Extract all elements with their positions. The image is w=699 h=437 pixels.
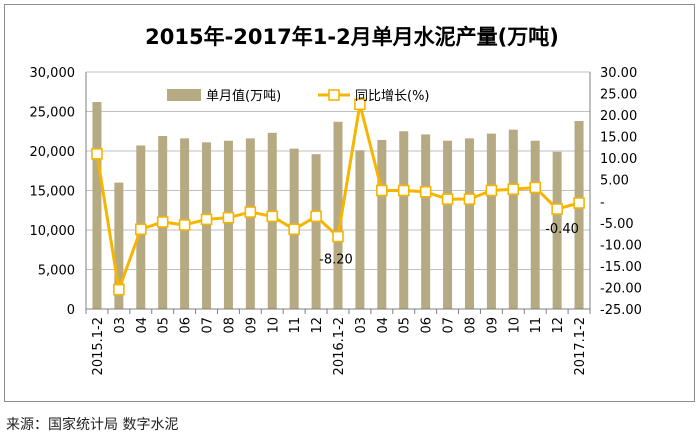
x-tick-label: 03: [354, 317, 369, 334]
bar: [92, 102, 102, 310]
x-tick-label: 10: [266, 317, 281, 334]
bar: [421, 134, 431, 309]
x-tick-label: 12: [310, 317, 325, 334]
bar: [377, 139, 387, 309]
growth-point: [551, 203, 563, 215]
y-left-tick-label: 10,000: [30, 224, 76, 239]
x-tick-label: 05: [157, 317, 172, 334]
source-note: 来源：国家统计局 数字水泥: [6, 414, 178, 434]
x-tick-label: 2016.1-2: [332, 317, 347, 375]
bar: [508, 129, 518, 309]
x-tick-label: 03: [113, 317, 128, 334]
growth-point: [244, 206, 257, 218]
growth-point: [222, 211, 235, 224]
growth-point: [332, 230, 344, 243]
growth-point: [419, 185, 432, 198]
bar: [245, 138, 255, 309]
bar: [574, 120, 584, 309]
x-tick-label: 2015.1-2: [91, 317, 106, 375]
x-tick-label: 2017.1-2: [573, 317, 588, 375]
growth-point: [397, 184, 410, 197]
growth-point: [266, 210, 279, 223]
bar: [464, 138, 474, 309]
bar: [552, 151, 562, 309]
growth-point: [485, 184, 498, 197]
growth-point: [91, 148, 103, 160]
bar: [399, 131, 409, 309]
growth-point: [156, 216, 169, 228]
x-tick-label: 11: [529, 317, 544, 334]
legend-swatch-marker: [328, 89, 340, 101]
bar: [486, 133, 496, 309]
bar: [333, 121, 343, 310]
x-tick-label: 11: [288, 317, 303, 334]
y-right-tick-label: 30.00: [600, 66, 637, 81]
x-tick-label: 06: [179, 317, 194, 334]
y-left-tick-label: 25,000: [30, 106, 76, 121]
y-left-tick-label: 20,000: [30, 145, 76, 160]
y-right-tick-label: -15.00: [600, 260, 642, 275]
chart-title: 2015年-2017年1-2月单月水泥产量(万吨): [145, 25, 559, 49]
y-right-tick-label: -25.00: [600, 303, 642, 318]
growth-point: [441, 193, 454, 205]
x-tick-label: 05: [398, 317, 413, 334]
y-left-tick-label: 0: [67, 303, 75, 318]
y-left-tick-label: 5,000: [38, 264, 75, 279]
y-left-tick-label: 15,000: [30, 185, 76, 200]
legend-label-line: 同比增长(%): [355, 89, 430, 104]
growth-point: [134, 223, 147, 236]
bar: [443, 140, 453, 309]
bar: [114, 182, 124, 309]
x-tick-label: 08: [463, 317, 478, 334]
x-tick-label: 07: [442, 317, 457, 334]
x-tick-label: 04: [135, 317, 150, 334]
y-left-tick-label: 30,000: [30, 66, 76, 81]
bar: [202, 142, 212, 309]
x-tick-label: 09: [485, 317, 500, 334]
growth-point: [288, 223, 300, 236]
y-right-tick-label: -20.00: [600, 281, 642, 296]
growth-point: [178, 219, 191, 231]
growth-point: [573, 197, 585, 209]
data-label: -8.20: [319, 253, 353, 268]
y-right-tick-label: 20.00: [600, 109, 637, 124]
growth-point: [463, 193, 476, 205]
x-tick-label: 10: [507, 317, 522, 334]
y-right-tick-label: 10.00: [600, 152, 637, 167]
x-tick-label: 06: [420, 317, 435, 334]
growth-point: [529, 181, 542, 194]
growth-point: [354, 98, 366, 111]
x-tick-label: 08: [222, 317, 237, 334]
growth-point: [507, 183, 520, 196]
bar: [530, 140, 540, 309]
growth-point: [200, 213, 213, 226]
source-label: 来源：: [6, 417, 48, 433]
source-text: 国家统计局 数字水泥: [48, 417, 179, 433]
legend-label-bar: 单月值(万吨): [206, 88, 281, 104]
bar: [223, 140, 233, 309]
x-tick-label: 12: [551, 317, 566, 334]
y-right-tick-label: -5.00: [600, 217, 634, 232]
y-right-tick-label: 25.00: [600, 88, 637, 103]
x-tick-label: 09: [244, 317, 259, 334]
y-right-tick-label: -: [600, 195, 605, 210]
bar: [355, 150, 365, 309]
legend-swatch-bar: [167, 89, 201, 101]
y-right-tick-label: 15.00: [600, 131, 637, 146]
y-right-tick-label: -10.00: [600, 238, 642, 253]
bar: [311, 154, 321, 309]
x-tick-label: 04: [376, 317, 391, 334]
growth-point: [376, 184, 388, 197]
growth-point: [113, 283, 125, 296]
growth-point: [310, 210, 322, 223]
data-label: -0.40: [545, 222, 579, 237]
x-tick-label: 07: [201, 317, 216, 334]
y-right-tick-label: 5.00: [600, 174, 629, 189]
